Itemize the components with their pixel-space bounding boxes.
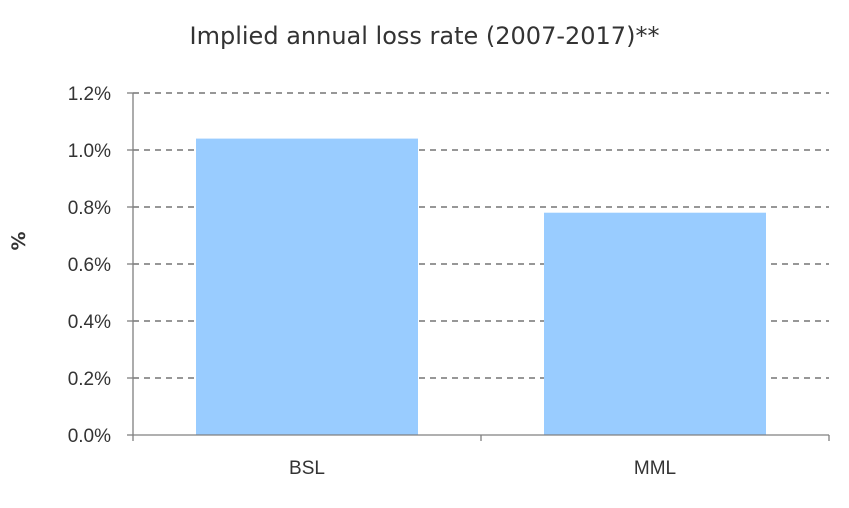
y-tick-label: 0.6% (68, 255, 111, 276)
y-tick-label: 1.2% (68, 84, 111, 105)
y-tick-label: 0.8% (68, 198, 111, 219)
y-tick-label: 0.2% (68, 369, 111, 390)
x-tick-label: MML (634, 458, 676, 479)
y-tick-label: 1.0% (68, 141, 111, 162)
y-tick-label: 0.4% (68, 312, 111, 333)
x-tick-label: BSL (289, 458, 325, 479)
chart-title: Implied annual loss rate (2007-2017)** (189, 22, 660, 50)
y-axis-label: % (8, 231, 30, 250)
bar-mml (544, 212, 766, 435)
y-tick-label: 0.0% (68, 426, 111, 447)
bar-bsl (196, 138, 418, 435)
